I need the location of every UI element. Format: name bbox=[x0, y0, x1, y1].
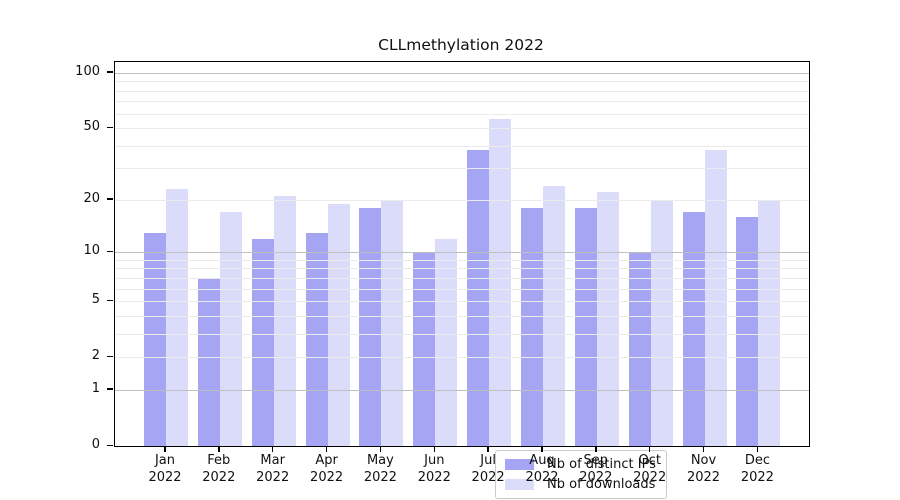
gridline-9 bbox=[115, 259, 809, 261]
gridline-4 bbox=[115, 315, 809, 317]
y-tick-mark-1 bbox=[107, 388, 113, 390]
x-tick-mark-jun bbox=[433, 446, 435, 452]
y-tick-mark-100 bbox=[107, 71, 113, 73]
legend-label-downloads: Nb of downloads bbox=[547, 477, 656, 492]
legend-item-distinct-ips: Nb of distinct IPs bbox=[505, 457, 656, 472]
plot-area: Nb of distinct IPs Nb of downloads bbox=[114, 61, 810, 499]
y-tick-label-2: 2 bbox=[91, 348, 100, 364]
bar-downloads-mar bbox=[273, 196, 296, 446]
x-tick-mark-may bbox=[379, 446, 382, 452]
legend-swatch-distinct-ips bbox=[505, 459, 534, 470]
bar-downloads-feb bbox=[219, 212, 242, 446]
bar-downloads-apr bbox=[327, 203, 350, 446]
bar-downloads-jan bbox=[166, 188, 188, 446]
y-tick-label-50: 50 bbox=[83, 119, 100, 134]
plot-canvas bbox=[115, 62, 809, 446]
x-tick-label-aug: Aug 2022 bbox=[525, 453, 559, 485]
y-tick-label-20: 20 bbox=[83, 190, 100, 206]
gridline-5 bbox=[115, 301, 809, 303]
x-tick-mark-jan bbox=[164, 446, 166, 452]
x-tick-label-may: May 2022 bbox=[363, 453, 397, 485]
gridline-2 bbox=[115, 357, 809, 359]
gridline-30 bbox=[115, 168, 809, 170]
x-tick-label-jul: Jul 2022 bbox=[471, 453, 505, 485]
gridline-60 bbox=[115, 113, 809, 115]
gridline-40 bbox=[115, 145, 809, 147]
y-tick-mark-2 bbox=[107, 355, 113, 358]
x-tick-mark-feb bbox=[218, 446, 220, 452]
bar-ips-jul bbox=[467, 149, 490, 446]
x-tick-mark-apr bbox=[325, 446, 328, 452]
y-tick-mark-20 bbox=[107, 198, 113, 200]
bar-ips-jan bbox=[144, 232, 166, 446]
x-tick-mark-nov bbox=[702, 446, 705, 452]
chart-title: CLLmethylation 2022 bbox=[378, 36, 544, 54]
x-tick-mark-aug bbox=[541, 446, 543, 452]
bar-ips-apr bbox=[305, 232, 328, 446]
y-tick-mark-10 bbox=[107, 250, 113, 252]
x-tick-label-oct: Oct 2022 bbox=[633, 453, 667, 485]
x-tick-label-sep: Sep 2022 bbox=[579, 453, 613, 485]
x-tick-label-jan: Jan 2022 bbox=[148, 453, 182, 485]
gridline-7 bbox=[115, 277, 809, 279]
bar-downloads-oct bbox=[650, 199, 673, 446]
x-tick-label-feb: Feb 2022 bbox=[202, 453, 236, 485]
gridline-50 bbox=[115, 128, 809, 129]
bar-ips-aug bbox=[520, 207, 543, 446]
bar-downloads-jun bbox=[435, 238, 458, 446]
gridline-1 bbox=[115, 389, 809, 391]
bar-ips-dec bbox=[736, 216, 759, 446]
bar-downloads-jul bbox=[489, 119, 512, 446]
gridline-6 bbox=[115, 288, 809, 290]
x-tick-label-nov: Nov 2022 bbox=[686, 453, 721, 485]
legend: Nb of distinct IPs Nb of downloads bbox=[495, 450, 667, 499]
x-tick-label-mar: Mar 2022 bbox=[256, 453, 290, 485]
legend-swatch-downloads bbox=[505, 479, 534, 490]
gridline-70 bbox=[115, 101, 809, 103]
y-tick-mark-0 bbox=[107, 444, 113, 446]
gridline-10 bbox=[115, 252, 809, 253]
bar-downloads-aug bbox=[542, 185, 565, 446]
gridline-8 bbox=[115, 268, 809, 270]
bar-downloads-dec bbox=[758, 199, 781, 446]
y-tick-label-5: 5 bbox=[91, 292, 100, 308]
bar-ips-nov bbox=[682, 212, 705, 446]
x-tick-label-dec: Dec 2022 bbox=[740, 453, 774, 485]
legend-label-distinct-ips: Nb of distinct IPs bbox=[547, 457, 656, 472]
bar-downloads-nov bbox=[704, 149, 727, 446]
x-tick-mark-oct bbox=[648, 446, 651, 452]
x-tick-label-apr: Apr 2022 bbox=[310, 453, 344, 485]
x-tick-mark-jul bbox=[487, 446, 489, 452]
x-tick-mark-dec bbox=[756, 446, 759, 452]
x-tick-mark-sep bbox=[595, 446, 597, 452]
bar-downloads-sep bbox=[596, 192, 619, 446]
bar-ips-sep bbox=[574, 207, 597, 446]
y-tick-label-10: 10 bbox=[83, 243, 100, 258]
bar-ips-feb bbox=[197, 277, 220, 446]
gridline-20 bbox=[115, 199, 809, 201]
y-tick-mark-5 bbox=[107, 299, 113, 302]
x-tick-mark-mar bbox=[271, 446, 274, 452]
bar-downloads-may bbox=[381, 199, 404, 446]
gridline-80 bbox=[115, 90, 809, 92]
y-tick-mark-50 bbox=[107, 126, 113, 128]
gridline-3 bbox=[115, 333, 809, 335]
y-tick-label-100: 100 bbox=[75, 63, 100, 79]
bar-ips-mar bbox=[251, 238, 274, 446]
y-tick-label-0: 0 bbox=[91, 437, 100, 452]
bar-ips-jun bbox=[413, 252, 436, 446]
gridline-100 bbox=[115, 72, 809, 74]
gridline-90 bbox=[115, 81, 809, 83]
legend-item-downloads: Nb of downloads bbox=[505, 477, 656, 492]
bar-ips-oct bbox=[628, 252, 651, 446]
bar-ips-may bbox=[359, 207, 382, 446]
y-tick-label-1: 1 bbox=[91, 380, 100, 396]
x-tick-label-jun: Jun 2022 bbox=[417, 453, 451, 485]
